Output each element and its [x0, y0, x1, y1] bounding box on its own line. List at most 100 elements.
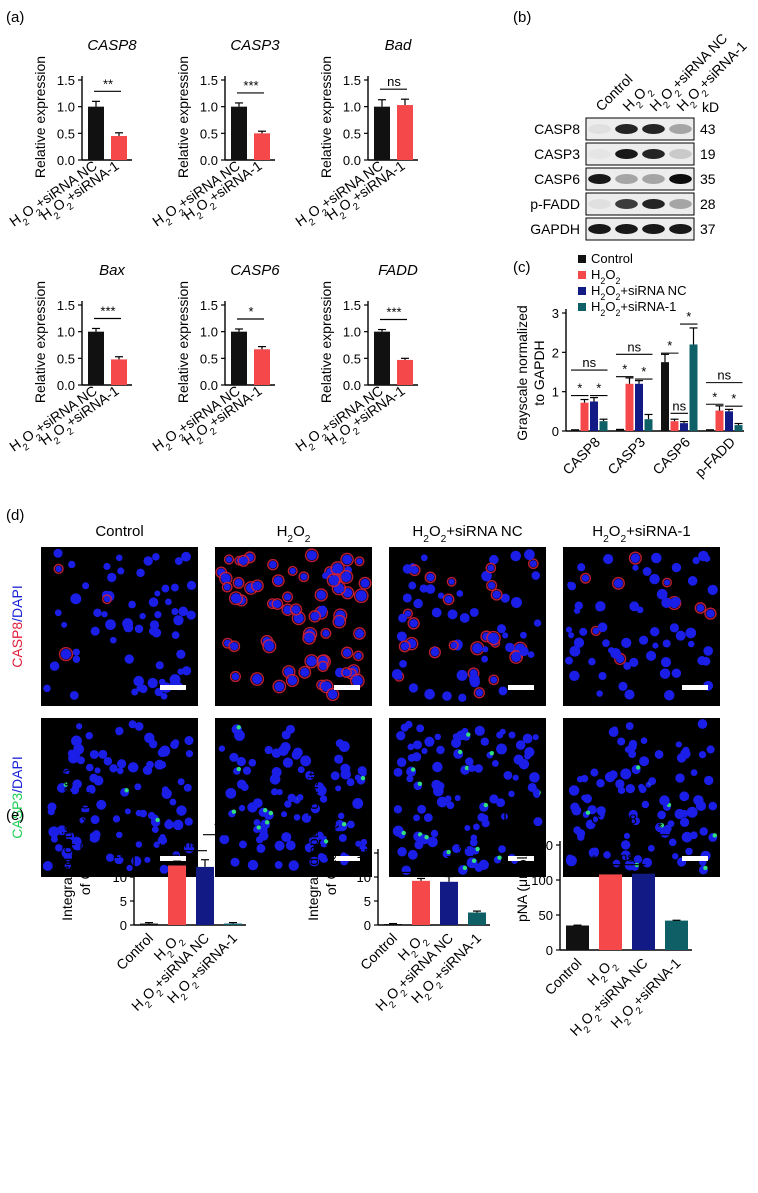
nucleus	[173, 615, 184, 626]
casp3-signal	[323, 839, 329, 844]
nucleus	[342, 669, 351, 677]
casp8-signal	[353, 650, 364, 662]
nucleus	[76, 756, 85, 765]
nucleus	[127, 762, 139, 773]
nucleus	[103, 596, 110, 603]
nucleus	[236, 756, 246, 767]
nucleus	[115, 554, 123, 562]
casp8-signal	[358, 576, 372, 590]
nucleus	[690, 769, 698, 777]
nucleus	[500, 812, 508, 821]
significance-label: ***	[243, 78, 258, 93]
gene-title: CASP3	[230, 37, 280, 54]
axis-ytick-label: 50	[539, 908, 553, 923]
nucleus	[423, 813, 433, 823]
protein-band	[615, 174, 638, 184]
nucleus	[480, 737, 490, 746]
nucleus	[131, 856, 142, 867]
significance-label: ns	[582, 355, 596, 370]
nucleus	[160, 692, 168, 700]
panel-a: CASP8 Relative expression 0.0 0.5 1.0 1.5 ** H2…	[6, 37, 418, 454]
significance-label: *	[591, 852, 596, 867]
casp8-signal	[308, 610, 322, 623]
protein-band	[669, 199, 692, 209]
protein-band	[642, 199, 665, 209]
nucleus	[355, 590, 367, 602]
casp3-signal	[703, 865, 708, 871]
nucleus	[258, 831, 269, 841]
nucleus	[239, 840, 247, 849]
nucleus	[60, 648, 72, 660]
nucleus	[89, 831, 100, 843]
nucleus	[402, 564, 413, 574]
y-axis-label: to GAPDH	[531, 340, 547, 405]
protein-band	[615, 199, 638, 209]
bar	[88, 331, 104, 385]
nucleus	[230, 857, 240, 867]
nucleus	[276, 789, 283, 796]
nucleus	[171, 607, 179, 616]
nucleus	[133, 675, 144, 687]
bar	[140, 923, 158, 926]
nucleus	[240, 783, 249, 792]
nucleus	[442, 691, 452, 701]
nucleus	[43, 684, 51, 693]
nucleus	[671, 562, 682, 573]
nucleus	[707, 584, 718, 596]
nucleus	[291, 605, 301, 614]
micrograph-casp3-0	[41, 718, 198, 877]
casp3-signal	[497, 855, 502, 860]
casp3-signal	[360, 775, 366, 781]
bar	[665, 920, 688, 950]
nucleus	[184, 817, 193, 826]
nucleus	[177, 778, 185, 786]
nucleus	[319, 795, 328, 803]
casp3-signal	[464, 765, 470, 771]
nucleus	[134, 783, 142, 791]
nucleus	[68, 753, 79, 764]
gene-title: CASP6	[230, 262, 280, 279]
nucleus	[664, 690, 675, 701]
nucleus	[623, 662, 632, 670]
bar	[196, 866, 214, 925]
nucleus	[590, 768, 599, 777]
casp3-signal	[462, 865, 468, 871]
nucleus	[309, 856, 320, 867]
nucleus	[148, 739, 158, 749]
x-category-label: H2O2+siRNA NC	[149, 157, 246, 234]
nucleus	[623, 832, 631, 839]
significance-label: *	[686, 309, 691, 324]
significance-label: ns	[672, 398, 686, 413]
blot-strip	[585, 167, 695, 191]
nucleus	[640, 737, 648, 745]
nucleus	[245, 553, 254, 562]
nucleus	[159, 864, 169, 874]
significance-label: **	[402, 857, 412, 872]
nucleus	[490, 676, 498, 684]
scale-bar	[160, 856, 186, 861]
nucleus	[703, 646, 714, 656]
significance-label: ***	[386, 305, 401, 320]
nucleus	[328, 575, 339, 586]
nucleus	[396, 757, 407, 768]
bar	[440, 881, 458, 925]
significance-label: *	[577, 381, 582, 396]
legend-swatch	[578, 303, 586, 311]
nucleus	[596, 690, 603, 697]
axis-ytick-label: 0	[552, 424, 559, 439]
nucleus	[93, 608, 102, 618]
nucleus	[436, 745, 445, 755]
kd-value: 19	[700, 146, 716, 162]
nucleus	[496, 743, 507, 755]
nucleus	[492, 590, 501, 599]
nucleus	[71, 836, 82, 847]
nucleus	[149, 620, 160, 630]
nucleus	[54, 609, 62, 617]
nucleus	[231, 724, 242, 735]
nucleus	[420, 554, 428, 562]
micrograph-background	[563, 547, 720, 706]
scale-bar	[334, 685, 360, 690]
significance-label: *	[731, 391, 736, 406]
scale-bar	[682, 685, 708, 690]
